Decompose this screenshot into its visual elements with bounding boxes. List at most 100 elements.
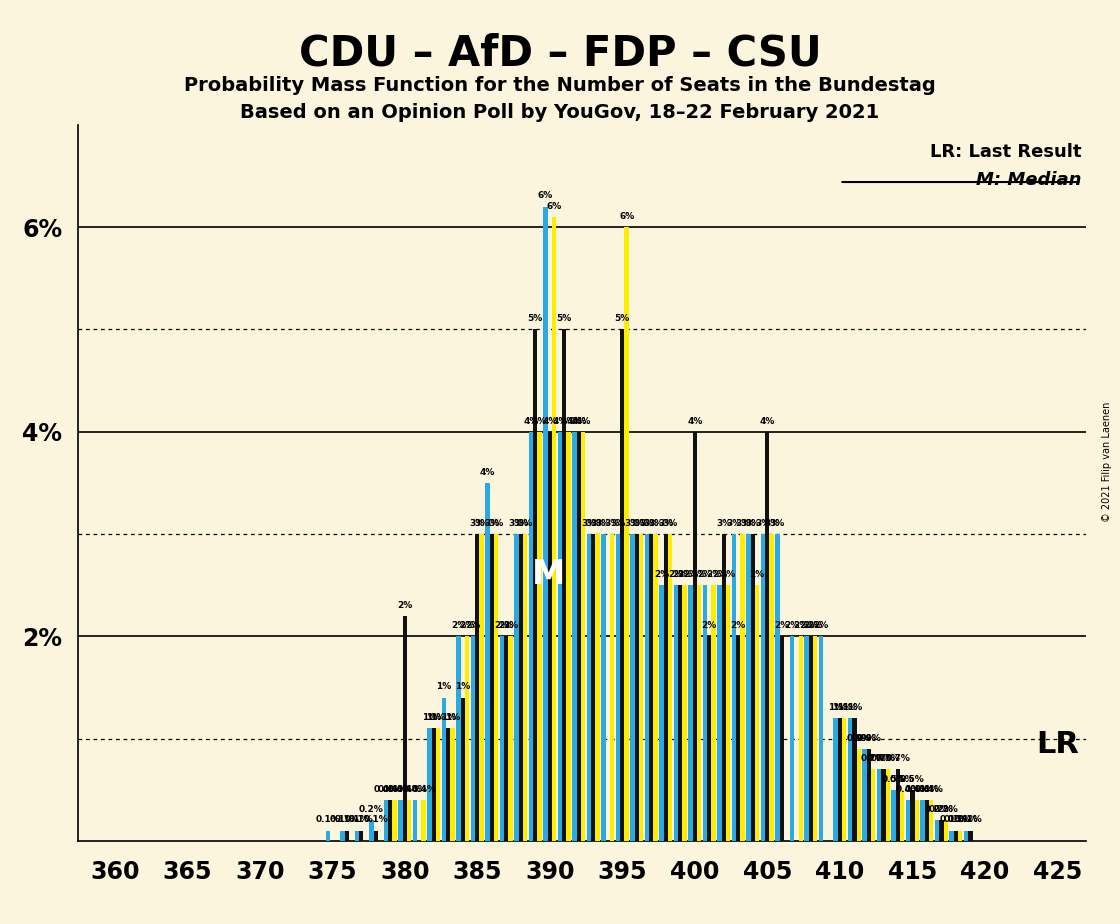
Bar [340, 831, 345, 841]
Bar [717, 585, 721, 841]
Bar [711, 585, 716, 841]
Text: 0.7%: 0.7% [861, 754, 886, 763]
Text: 4%: 4% [567, 417, 582, 425]
Bar [538, 432, 542, 841]
Text: 2%: 2% [494, 621, 510, 630]
Text: 0.2%: 0.2% [360, 805, 384, 814]
Bar [886, 769, 890, 841]
Bar [721, 534, 726, 841]
Text: 4%: 4% [687, 417, 702, 425]
Bar [581, 432, 586, 841]
Text: 1%: 1% [842, 703, 858, 712]
Text: 2%: 2% [712, 570, 727, 579]
Text: 0.1%: 0.1% [345, 816, 370, 824]
Text: 0.4%: 0.4% [918, 784, 944, 794]
Text: 2%: 2% [730, 621, 746, 630]
Bar [441, 698, 446, 841]
Bar [465, 637, 469, 841]
Text: 0.4%: 0.4% [904, 784, 930, 794]
Text: 2%: 2% [793, 621, 809, 630]
Bar [697, 585, 701, 841]
Text: 0.4%: 0.4% [911, 784, 935, 794]
Bar [388, 800, 392, 841]
Text: 0.4%: 0.4% [411, 784, 436, 794]
Text: 0.1%: 0.1% [316, 816, 340, 824]
Bar [877, 769, 881, 841]
Bar [750, 534, 755, 841]
Text: 1%: 1% [426, 713, 441, 723]
Bar [862, 748, 867, 841]
Bar [871, 769, 876, 841]
Bar [838, 718, 842, 841]
Bar [514, 534, 519, 841]
Text: 0.5%: 0.5% [889, 774, 915, 784]
Text: 4%: 4% [561, 417, 577, 425]
Text: 3%: 3% [581, 518, 597, 528]
Bar [446, 728, 450, 841]
Text: 3%: 3% [590, 518, 605, 528]
Text: 5%: 5% [615, 314, 629, 323]
Bar [529, 432, 533, 841]
Text: 4%: 4% [576, 417, 591, 425]
Bar [760, 534, 765, 841]
Bar [601, 534, 606, 841]
Text: 2%: 2% [799, 621, 814, 630]
Bar [809, 637, 813, 841]
Bar [726, 585, 730, 841]
Bar [958, 831, 962, 841]
Bar [954, 831, 958, 841]
Bar [519, 534, 523, 841]
Text: 2%: 2% [450, 621, 466, 630]
Text: 0.7%: 0.7% [871, 754, 896, 763]
Text: 3%: 3% [625, 518, 640, 528]
Bar [567, 432, 571, 841]
Bar [765, 432, 769, 841]
Bar [326, 831, 330, 841]
Bar [562, 329, 567, 841]
Bar [867, 748, 871, 841]
Text: 0.1%: 0.1% [958, 816, 982, 824]
Text: 0.9%: 0.9% [847, 734, 871, 743]
Text: 0.2%: 0.2% [933, 805, 958, 814]
Text: 3%: 3% [716, 518, 731, 528]
Text: 0.4%: 0.4% [914, 784, 940, 794]
Bar [577, 432, 581, 841]
Text: 2%: 2% [465, 621, 480, 630]
Text: 0.4%: 0.4% [382, 784, 407, 794]
Text: 0.4%: 0.4% [377, 784, 403, 794]
Text: 1%: 1% [828, 703, 843, 712]
Text: LR: Last Result: LR: Last Result [930, 142, 1081, 161]
Bar [345, 831, 349, 841]
Text: 2%: 2% [706, 570, 721, 579]
Text: 4%: 4% [479, 468, 495, 477]
Text: 4%: 4% [532, 417, 548, 425]
Text: 0.1%: 0.1% [363, 816, 389, 824]
Bar [928, 800, 933, 841]
Text: CDU – AfD – FDP – CSU: CDU – AfD – FDP – CSU [299, 32, 821, 74]
Text: 3%: 3% [513, 518, 529, 528]
Text: 4%: 4% [552, 417, 568, 425]
Bar [653, 534, 657, 841]
Text: 0.1%: 0.1% [953, 816, 979, 824]
Text: 3%: 3% [634, 518, 648, 528]
Bar [755, 585, 759, 841]
Text: 2%: 2% [498, 621, 514, 630]
Bar [421, 800, 426, 841]
Bar [548, 432, 552, 841]
Text: 5%: 5% [528, 314, 543, 323]
Text: 3%: 3% [648, 518, 663, 528]
Text: 3%: 3% [735, 518, 750, 528]
Text: 3%: 3% [769, 518, 785, 528]
Text: Based on an Opinion Poll by YouGov, 18–22 February 2021: Based on an Opinion Poll by YouGov, 18–2… [241, 103, 879, 123]
Text: 1%: 1% [455, 683, 470, 691]
Bar [610, 534, 614, 841]
Text: 3%: 3% [610, 518, 626, 528]
Bar [374, 831, 377, 841]
Bar [402, 615, 407, 841]
Bar [892, 790, 896, 841]
Bar [635, 534, 640, 841]
Text: 1%: 1% [445, 713, 460, 723]
Bar [572, 432, 577, 841]
Text: 2%: 2% [669, 570, 683, 579]
Bar [964, 831, 968, 841]
